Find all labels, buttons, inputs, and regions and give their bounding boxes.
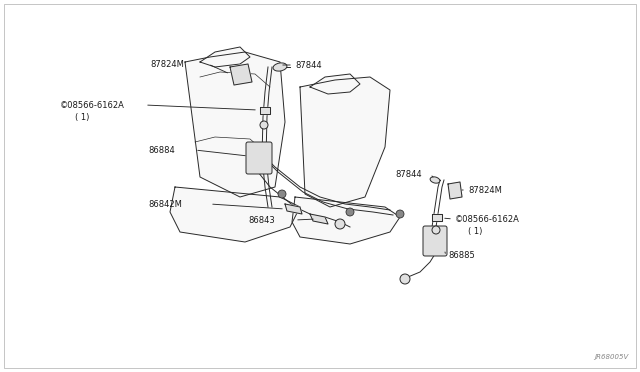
Circle shape [260, 121, 268, 129]
Ellipse shape [273, 63, 287, 71]
Text: 87844: 87844 [395, 170, 422, 179]
Text: JR68005V: JR68005V [594, 354, 628, 360]
Polygon shape [448, 182, 462, 199]
Text: 86884: 86884 [148, 145, 175, 154]
Polygon shape [292, 197, 400, 244]
Text: 86885: 86885 [448, 251, 475, 260]
Polygon shape [310, 214, 328, 224]
Ellipse shape [430, 177, 440, 183]
Polygon shape [200, 47, 250, 67]
Text: 86843: 86843 [248, 215, 275, 224]
Circle shape [346, 208, 354, 216]
Text: 87844: 87844 [295, 61, 322, 70]
Circle shape [278, 190, 286, 198]
Text: 86842M: 86842M [148, 199, 182, 208]
Text: ( 1): ( 1) [75, 112, 90, 122]
Polygon shape [310, 74, 360, 94]
Circle shape [400, 274, 410, 284]
Text: ( 1): ( 1) [468, 227, 483, 235]
Polygon shape [230, 64, 252, 85]
FancyBboxPatch shape [246, 142, 272, 174]
Circle shape [335, 219, 345, 229]
Text: 87824M: 87824M [150, 60, 184, 68]
Polygon shape [260, 107, 270, 114]
Text: ©08566-6162A: ©08566-6162A [455, 215, 520, 224]
FancyBboxPatch shape [423, 226, 447, 256]
Circle shape [432, 226, 440, 234]
Text: 87824M: 87824M [468, 186, 502, 195]
Polygon shape [432, 214, 442, 221]
Circle shape [396, 210, 404, 218]
Polygon shape [285, 204, 302, 214]
Polygon shape [300, 77, 390, 207]
Text: ©08566-6162A: ©08566-6162A [60, 100, 125, 109]
Polygon shape [170, 187, 300, 242]
Polygon shape [185, 52, 285, 197]
